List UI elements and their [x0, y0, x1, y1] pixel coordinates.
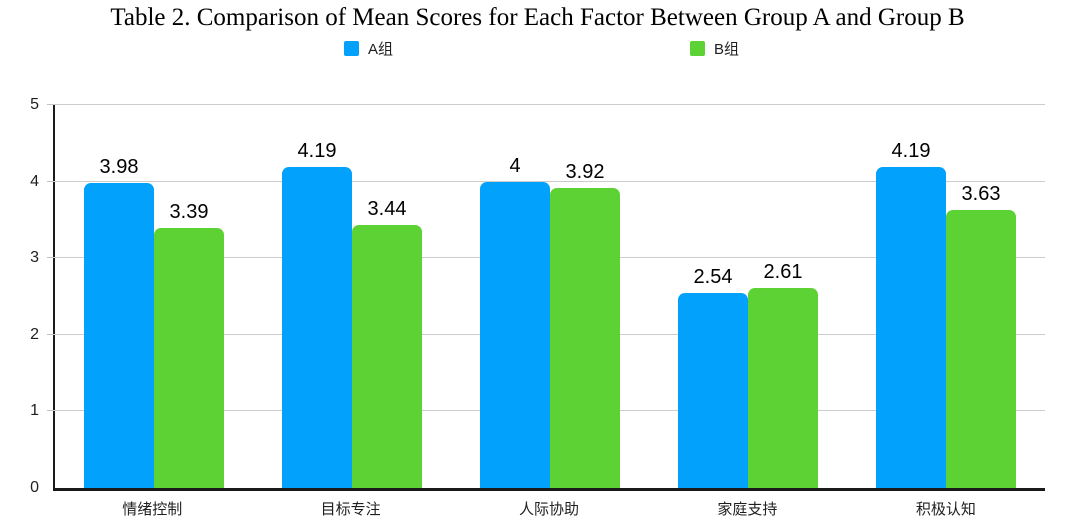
bar-B组-人际协助: 3.92 [550, 161, 620, 488]
x-axis-label-目标专注: 目标专注 [320, 501, 381, 518]
legend-label-group-b: B组 [714, 41, 740, 58]
value-label-B组-家庭支持: 2.61 [763, 261, 803, 284]
value-label-A组-目标专注: 4.19 [297, 140, 337, 163]
legend-item-group-b: B组 [690, 38, 739, 59]
bar-A组-家庭支持: 2.54 [678, 266, 748, 488]
value-label-B组-情绪控制: 3.39 [169, 201, 209, 224]
x-axis-label-情绪控制: 情绪控制 [122, 501, 183, 518]
x-axis-labels: 情绪控制 目标专注 人际协助 家庭支持 积极认知 [53, 498, 1045, 519]
x-axis-label-人际协助: 人际协助 [519, 501, 580, 518]
bar-group-1: 3.98 3.39 [55, 105, 253, 488]
value-label-B组-人际协助: 3.92 [565, 160, 605, 183]
y-tickmark-4 [47, 180, 53, 182]
value-label-A组-家庭支持: 2.54 [693, 266, 733, 289]
bar-A组-积极认知: 4.19 [876, 140, 946, 488]
y-tick-label-0: 0 [30, 479, 39, 496]
y-tickmark-3 [47, 257, 53, 259]
bar-group-5: 4.19 3.63 [847, 105, 1045, 488]
bar-B组-家庭支持: 2.61 [748, 261, 818, 488]
legend-swatch-group-b [690, 41, 705, 56]
value-label-A组-积极认知: 4.19 [891, 140, 931, 163]
y-tick-label-4: 4 [30, 172, 39, 190]
bar-B组-积极认知: 3.63 [946, 183, 1016, 488]
bar-A组-情绪控制: 3.98 [84, 156, 154, 488]
legend-item-group-a: A组 [344, 38, 393, 59]
y-tickmark-2 [47, 333, 53, 335]
bar-group-2: 4.19 3.44 [253, 105, 451, 488]
bar-A组-目标专注: 4.19 [282, 140, 352, 488]
x-axis-label-积极认知: 积极认知 [915, 501, 976, 518]
bar-B组-目标专注: 3.44 [352, 198, 422, 488]
y-tick-label-3: 3 [30, 249, 39, 267]
value-label-A组-人际协助: 4 [509, 154, 521, 177]
y-tick-label-1: 1 [30, 402, 39, 420]
gridline-4 [53, 180, 1045, 182]
legend-label-group-a: A组 [368, 41, 394, 58]
y-axis-line [53, 105, 55, 488]
bar-group-4: 2.54 2.61 [649, 105, 847, 488]
value-label-B组-目标专注: 3.44 [367, 197, 407, 220]
gridline-5 [53, 104, 1045, 105]
legend-swatch-group-a [344, 41, 359, 56]
bar-B组-情绪控制: 3.39 [154, 201, 224, 488]
y-tick-label-2: 2 [30, 325, 39, 343]
y-tick-label-5: 5 [30, 96, 39, 113]
chart-title: Table 2. Comparison of Mean Scores for E… [110, 4, 965, 31]
y-tickmark-1 [47, 410, 53, 412]
bar-groups: 3.98 3.39 4.19 3.44 4 3.92 2.54 2.61 4.19 3.63 [55, 105, 1045, 488]
value-label-B组-积极认知: 3.63 [961, 182, 1001, 205]
bar-A组-人际协助: 4 [480, 155, 550, 488]
value-label-A组-情绪控制: 3.98 [99, 156, 139, 179]
x-axis-label-家庭支持: 家庭支持 [717, 501, 778, 518]
bar-group-3: 4 3.92 [451, 105, 649, 488]
y-tickmark-5 [47, 104, 53, 105]
